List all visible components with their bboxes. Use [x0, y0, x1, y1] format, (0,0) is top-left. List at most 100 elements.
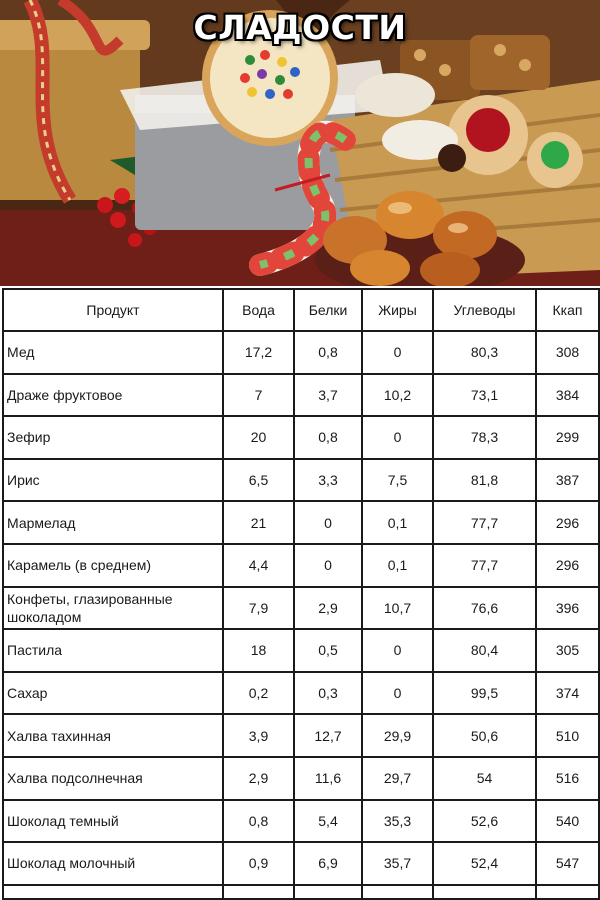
cell-kcal: 510: [535, 713, 600, 758]
decorated-cookie: [202, 10, 338, 146]
table-row: Сахар 0,2 0,3 0 99,5 374: [2, 670, 600, 716]
cell-fat: 35,7: [361, 841, 434, 886]
table-row: Шоколад молочный 0,9 6,9 35,7 52,4 547: [2, 841, 600, 886]
cell-product: Карамель (в среднем): [2, 542, 224, 588]
column-header-carbs: Углеводы: [432, 288, 537, 332]
cell-water: 3,9: [222, 713, 295, 758]
cell-fat: 0,1: [361, 500, 434, 545]
cell-kcal: 384: [535, 372, 600, 418]
cell-fat: 0: [361, 628, 434, 673]
cell-carbs: 52,4: [432, 841, 537, 886]
header-banner: СЛАДОСТИ: [0, 0, 600, 286]
cell-kcal: 540: [535, 798, 600, 844]
cell-product: Мед: [2, 330, 224, 375]
cell-protein: 6,9: [293, 841, 363, 886]
cell-carbs: 73,1: [432, 372, 537, 418]
cell-protein: 3,7: [293, 372, 363, 418]
table-row: Халва тахинная 3,9 12,7 29,9 50,6 510: [2, 713, 600, 758]
cell-kcal: 396: [535, 585, 600, 631]
nutrition-table: Продукт Вода Белки Жиры Углеводы Ккап Ме…: [2, 288, 600, 900]
cell-carbs: 77,7: [432, 542, 537, 588]
cell-protein: 12,7: [293, 713, 363, 758]
cell-water: 7,9: [222, 585, 295, 631]
cell-fat: 29,7: [361, 755, 434, 801]
cell-carbs: 52,6: [432, 798, 537, 844]
table-header-row: Продукт Вода Белки Жиры Углеводы Ккап: [2, 288, 600, 332]
cell-fat: 0: [361, 330, 434, 375]
cell-water: 0,9: [222, 841, 295, 886]
gift-box: [0, 30, 140, 200]
cell-protein: 0,8: [293, 330, 363, 375]
snow-cookies: [355, 73, 466, 172]
table-row: Мармелад 21 0 0,1 77,7 296: [2, 500, 600, 545]
cell-kcal: 296: [535, 500, 600, 545]
cell-carbs: 78,3: [432, 415, 537, 460]
cell-product: Шоколад темный: [2, 798, 224, 844]
table-row: Зефир 20 0,8 0 78,3 299: [2, 415, 600, 460]
cell-protein: 0,8: [293, 415, 363, 460]
cell-carbs: 99,5: [432, 670, 537, 716]
cell-carbs: 50,6: [432, 713, 537, 758]
cell-protein: 11,6: [293, 755, 363, 801]
table-row: Халва подсолнечная 2,9 11,6 29,7 54 516: [2, 755, 600, 801]
table-row: Карамель (в среднем) 4,4 0 0,1 77,7 296: [2, 542, 600, 588]
column-header-fat: Жиры: [361, 288, 434, 332]
cell-protein: 0: [293, 542, 363, 588]
cell-kcal: 299: [535, 415, 600, 460]
table-row: Мед 17,2 0,8 0 80,3 308: [2, 330, 600, 375]
cell-kcal: 308: [535, 330, 600, 375]
cell-water: 17,2: [222, 330, 295, 375]
cell-water: 6,5: [222, 457, 295, 503]
cell-product: Сахар: [2, 670, 224, 716]
cell-carbs: 81,8: [432, 457, 537, 503]
cell-carbs: 80,4: [432, 628, 537, 673]
cell-protein: 0: [293, 500, 363, 545]
cell-carbs: 77,7: [432, 500, 537, 545]
cell-water: 0,2: [222, 670, 295, 716]
cell-fat: 7,5: [361, 457, 434, 503]
table-row: Конфеты, глазированные шоколадом 7,9 2,9…: [2, 585, 600, 631]
cell-kcal: 305: [535, 628, 600, 673]
cell-water: 4,4: [222, 542, 295, 588]
cell-product: Драже фруктовое: [2, 372, 224, 418]
cell-water: 20: [222, 415, 295, 460]
cell-fat: 0: [361, 415, 434, 460]
column-header-product: Продукт: [2, 288, 224, 332]
cell-carbs: 80,3: [432, 330, 537, 375]
cell-product: Халва подсолнечная: [2, 755, 224, 801]
column-header-protein: Белки: [293, 288, 363, 332]
cell-protein: 2,9: [293, 585, 363, 631]
cell-protein: 0,3: [293, 670, 363, 716]
cell-water: 18: [222, 628, 295, 673]
table-row-partial: [2, 883, 600, 900]
cell-product: Конфеты, глазированные шоколадом: [2, 585, 224, 631]
cell-kcal: 374: [535, 670, 600, 716]
cell-product: Халва тахинная: [2, 713, 224, 758]
cell-carbs: 76,6: [432, 585, 537, 631]
cell-protein: 0,5: [293, 628, 363, 673]
column-header-water: Вода: [222, 288, 295, 332]
cell-kcal: 547: [535, 841, 600, 886]
cell-water: 7: [222, 372, 295, 418]
caramel-candies: [315, 191, 525, 286]
cell-fat: 35,3: [361, 798, 434, 844]
page-title: СЛАДОСТИ: [193, 8, 407, 47]
cell-fat: 10,7: [361, 585, 434, 631]
cell-product: Зефир: [2, 415, 224, 460]
cell-water: 21: [222, 500, 295, 545]
cell-kcal: 296: [535, 542, 600, 588]
table-row: Драже фруктовое 7 3,7 10,2 73,1 384: [2, 372, 600, 418]
table-row: Пастила 18 0,5 0 80,4 305: [2, 628, 600, 673]
cell-kcal: 516: [535, 755, 600, 801]
cell-product: Ирис: [2, 457, 224, 503]
table-row: Ирис 6,5 3,3 7,5 81,8 387: [2, 457, 600, 503]
cell-carbs: 54: [432, 755, 537, 801]
jam-cookies: [448, 95, 583, 188]
cell-water: 2,9: [222, 755, 295, 801]
cell-fat: 10,2: [361, 372, 434, 418]
cell-fat: 29,9: [361, 713, 434, 758]
table-row: Шоколад темный 0,8 5,4 35,3 52,6 540: [2, 798, 600, 844]
sweets-illustration: [0, 0, 600, 286]
cell-fat: 0,1: [361, 542, 434, 588]
cell-fat: 0: [361, 670, 434, 716]
